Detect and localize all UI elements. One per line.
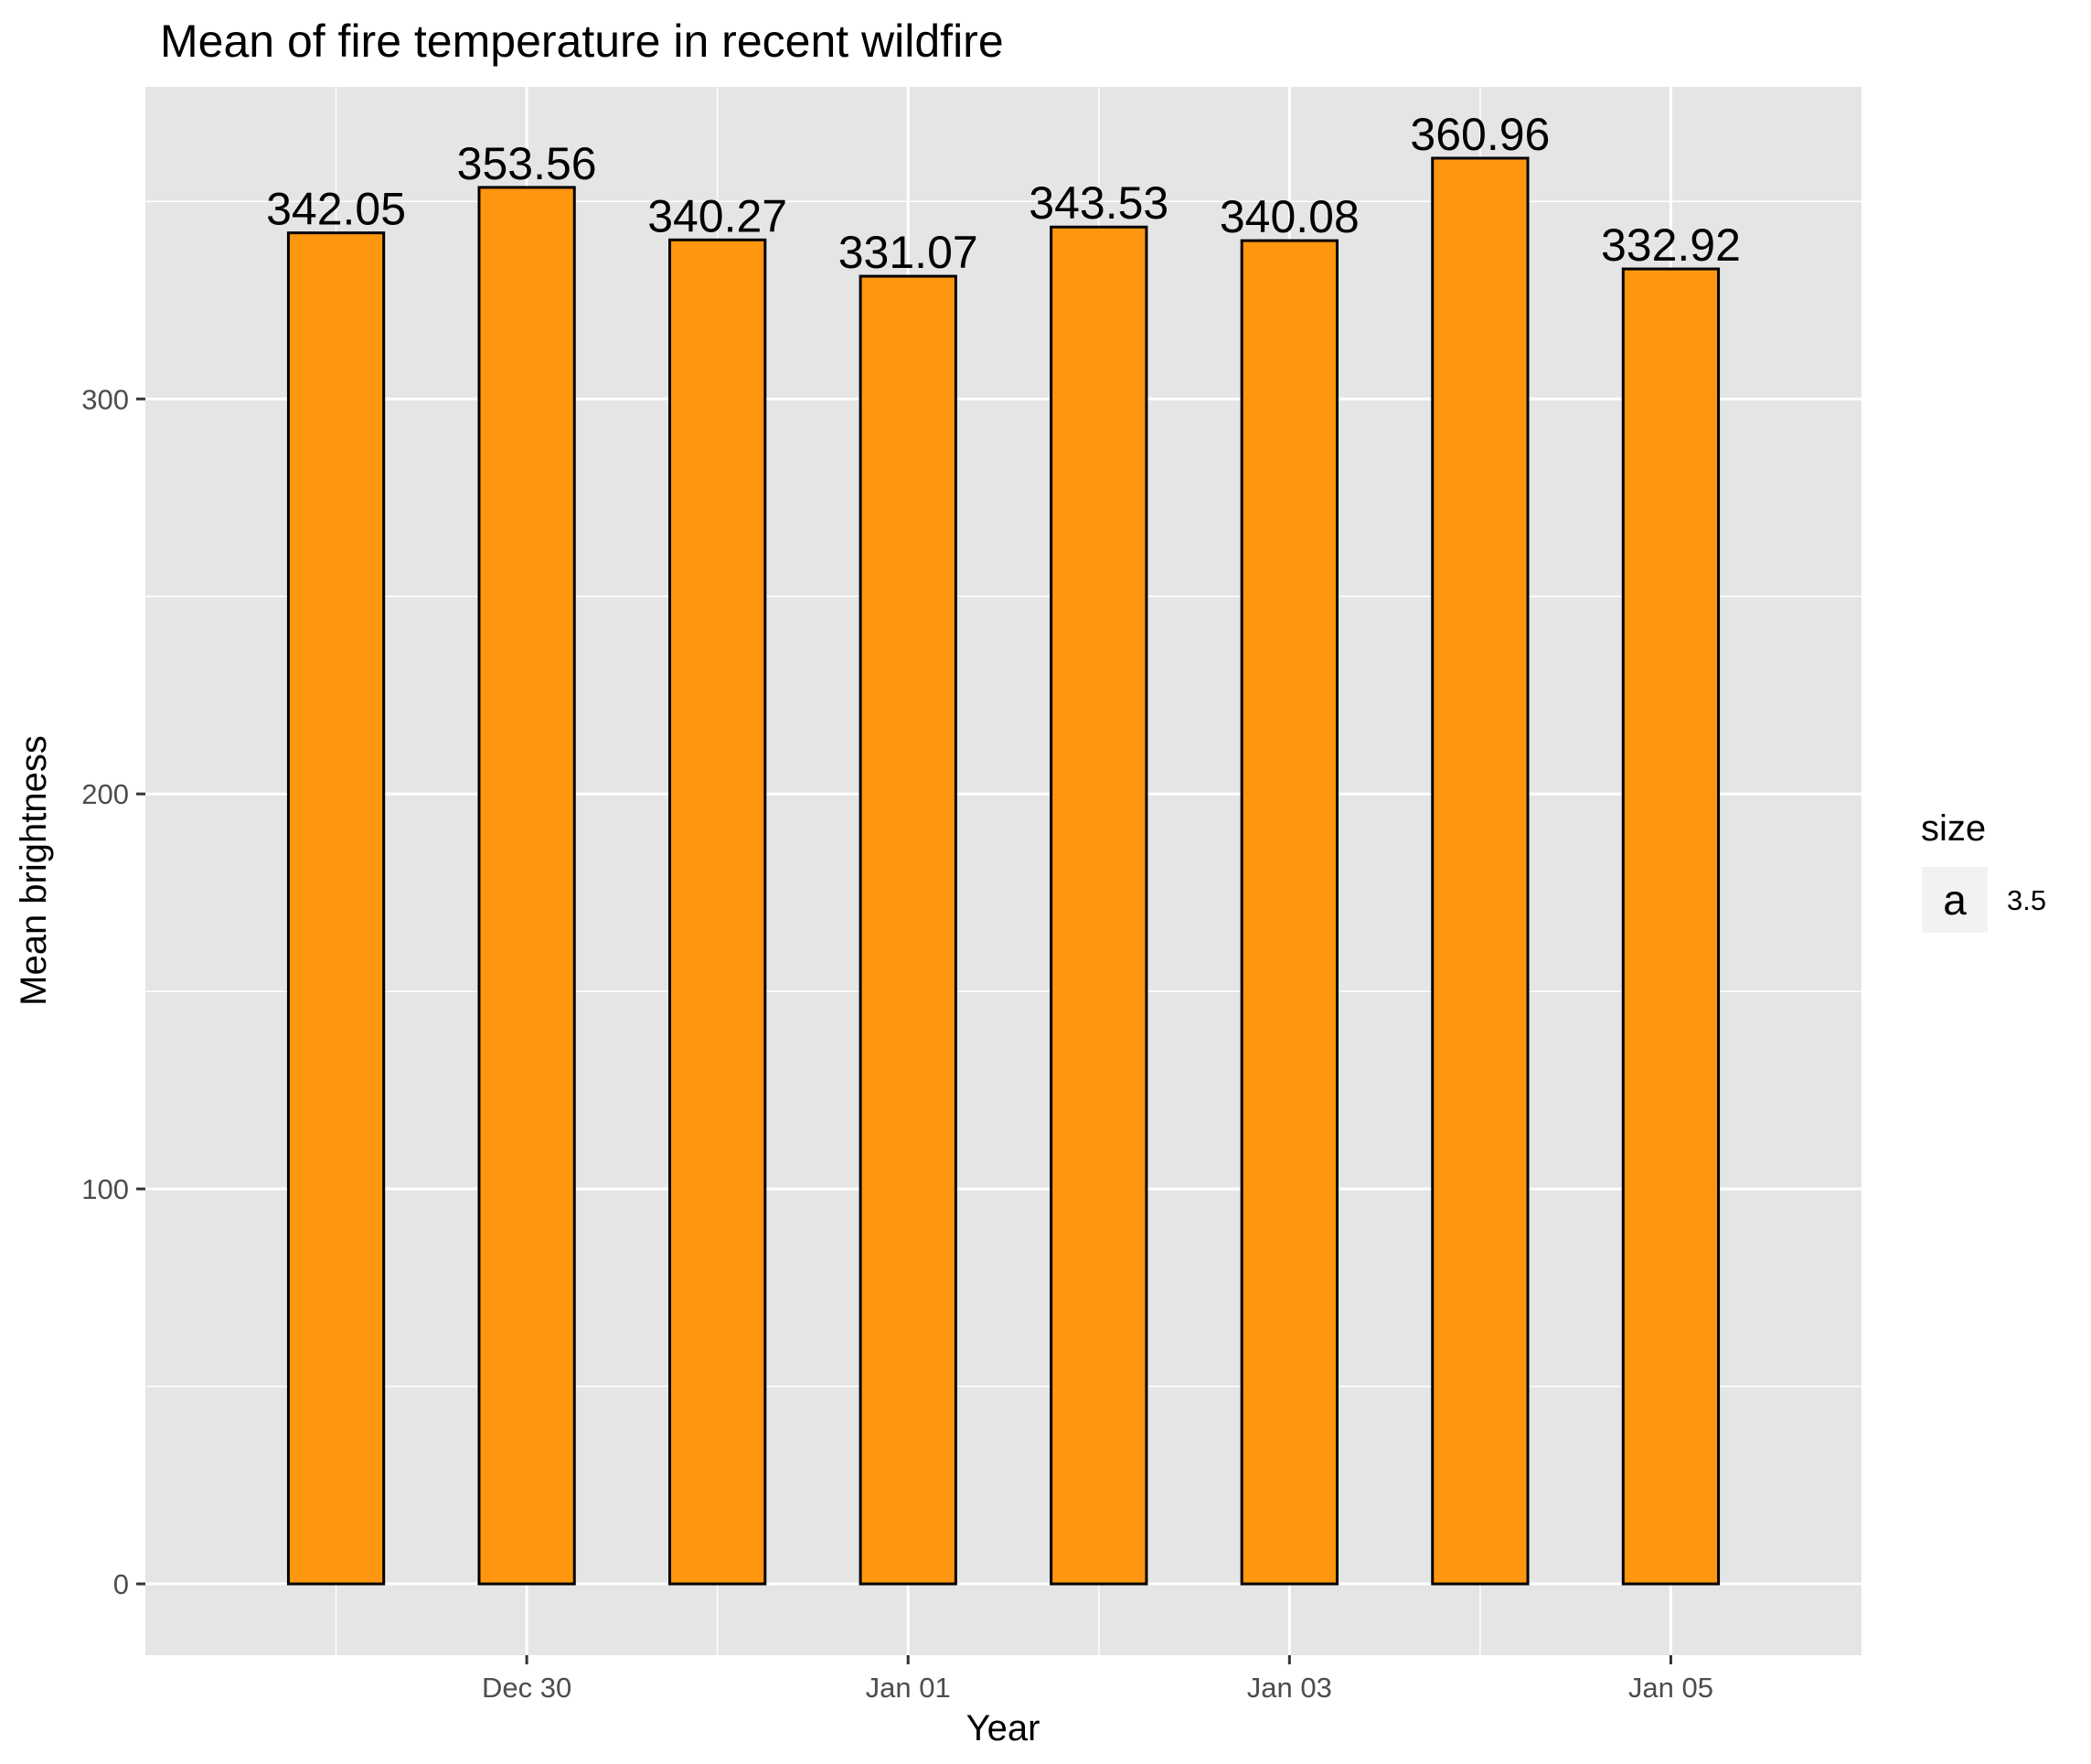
bars: [286, 156, 1721, 1586]
data-labels: 342.05 353.56 340.27 331.07 343.53 340.08 360.…: [266, 109, 1741, 278]
legend-label: 3.5: [2007, 884, 2046, 916]
chart-title: Mean of fire temperature in recent wildf…: [160, 16, 1004, 67]
bar-value-label: 353.56: [457, 138, 597, 189]
y-axis: 0 100 200 300: [81, 383, 145, 1600]
bar-value-label: 340.27: [647, 190, 787, 241]
bar-value-label: 342.05: [266, 184, 406, 235]
x-axis: Dec 30 Jan 01 Jan 03 Jan 05: [482, 1655, 1713, 1704]
legend-key: [1922, 867, 1988, 933]
bar: [859, 274, 957, 1586]
bar: [1431, 156, 1530, 1586]
bar: [1240, 239, 1339, 1586]
x-tick-label: Dec 30: [482, 1672, 571, 1704]
y-tick-label: 100: [81, 1173, 129, 1205]
bar-value-label: 343.53: [1029, 177, 1168, 229]
panel-background: [145, 87, 1862, 1655]
legend-title: size: [1921, 808, 1986, 849]
bar-value-label: 360.96: [1410, 109, 1550, 160]
bar-value-label: 340.08: [1220, 191, 1360, 242]
x-tick-label: Jan 03: [1247, 1672, 1332, 1704]
x-tick-label: Jan 01: [866, 1672, 951, 1704]
bar: [1050, 225, 1148, 1586]
x-tick-label: Jan 05: [1628, 1672, 1713, 1704]
bar-value-label: 332.92: [1601, 219, 1741, 271]
bar: [1621, 267, 1721, 1586]
bar: [477, 186, 576, 1586]
y-tick-label: 200: [81, 778, 129, 810]
x-axis-title: Year: [966, 1708, 1040, 1748]
y-tick-label: 300: [81, 383, 129, 415]
bar: [668, 238, 767, 1586]
legend: size a 3.5: [1921, 808, 2046, 933]
bar: [286, 231, 386, 1586]
bar-value-label: 331.07: [838, 227, 978, 278]
y-axis-title: Mean brightness: [14, 735, 54, 1006]
y-tick-label: 0: [113, 1568, 129, 1600]
legend-key-symbol: a: [1943, 876, 1967, 924]
